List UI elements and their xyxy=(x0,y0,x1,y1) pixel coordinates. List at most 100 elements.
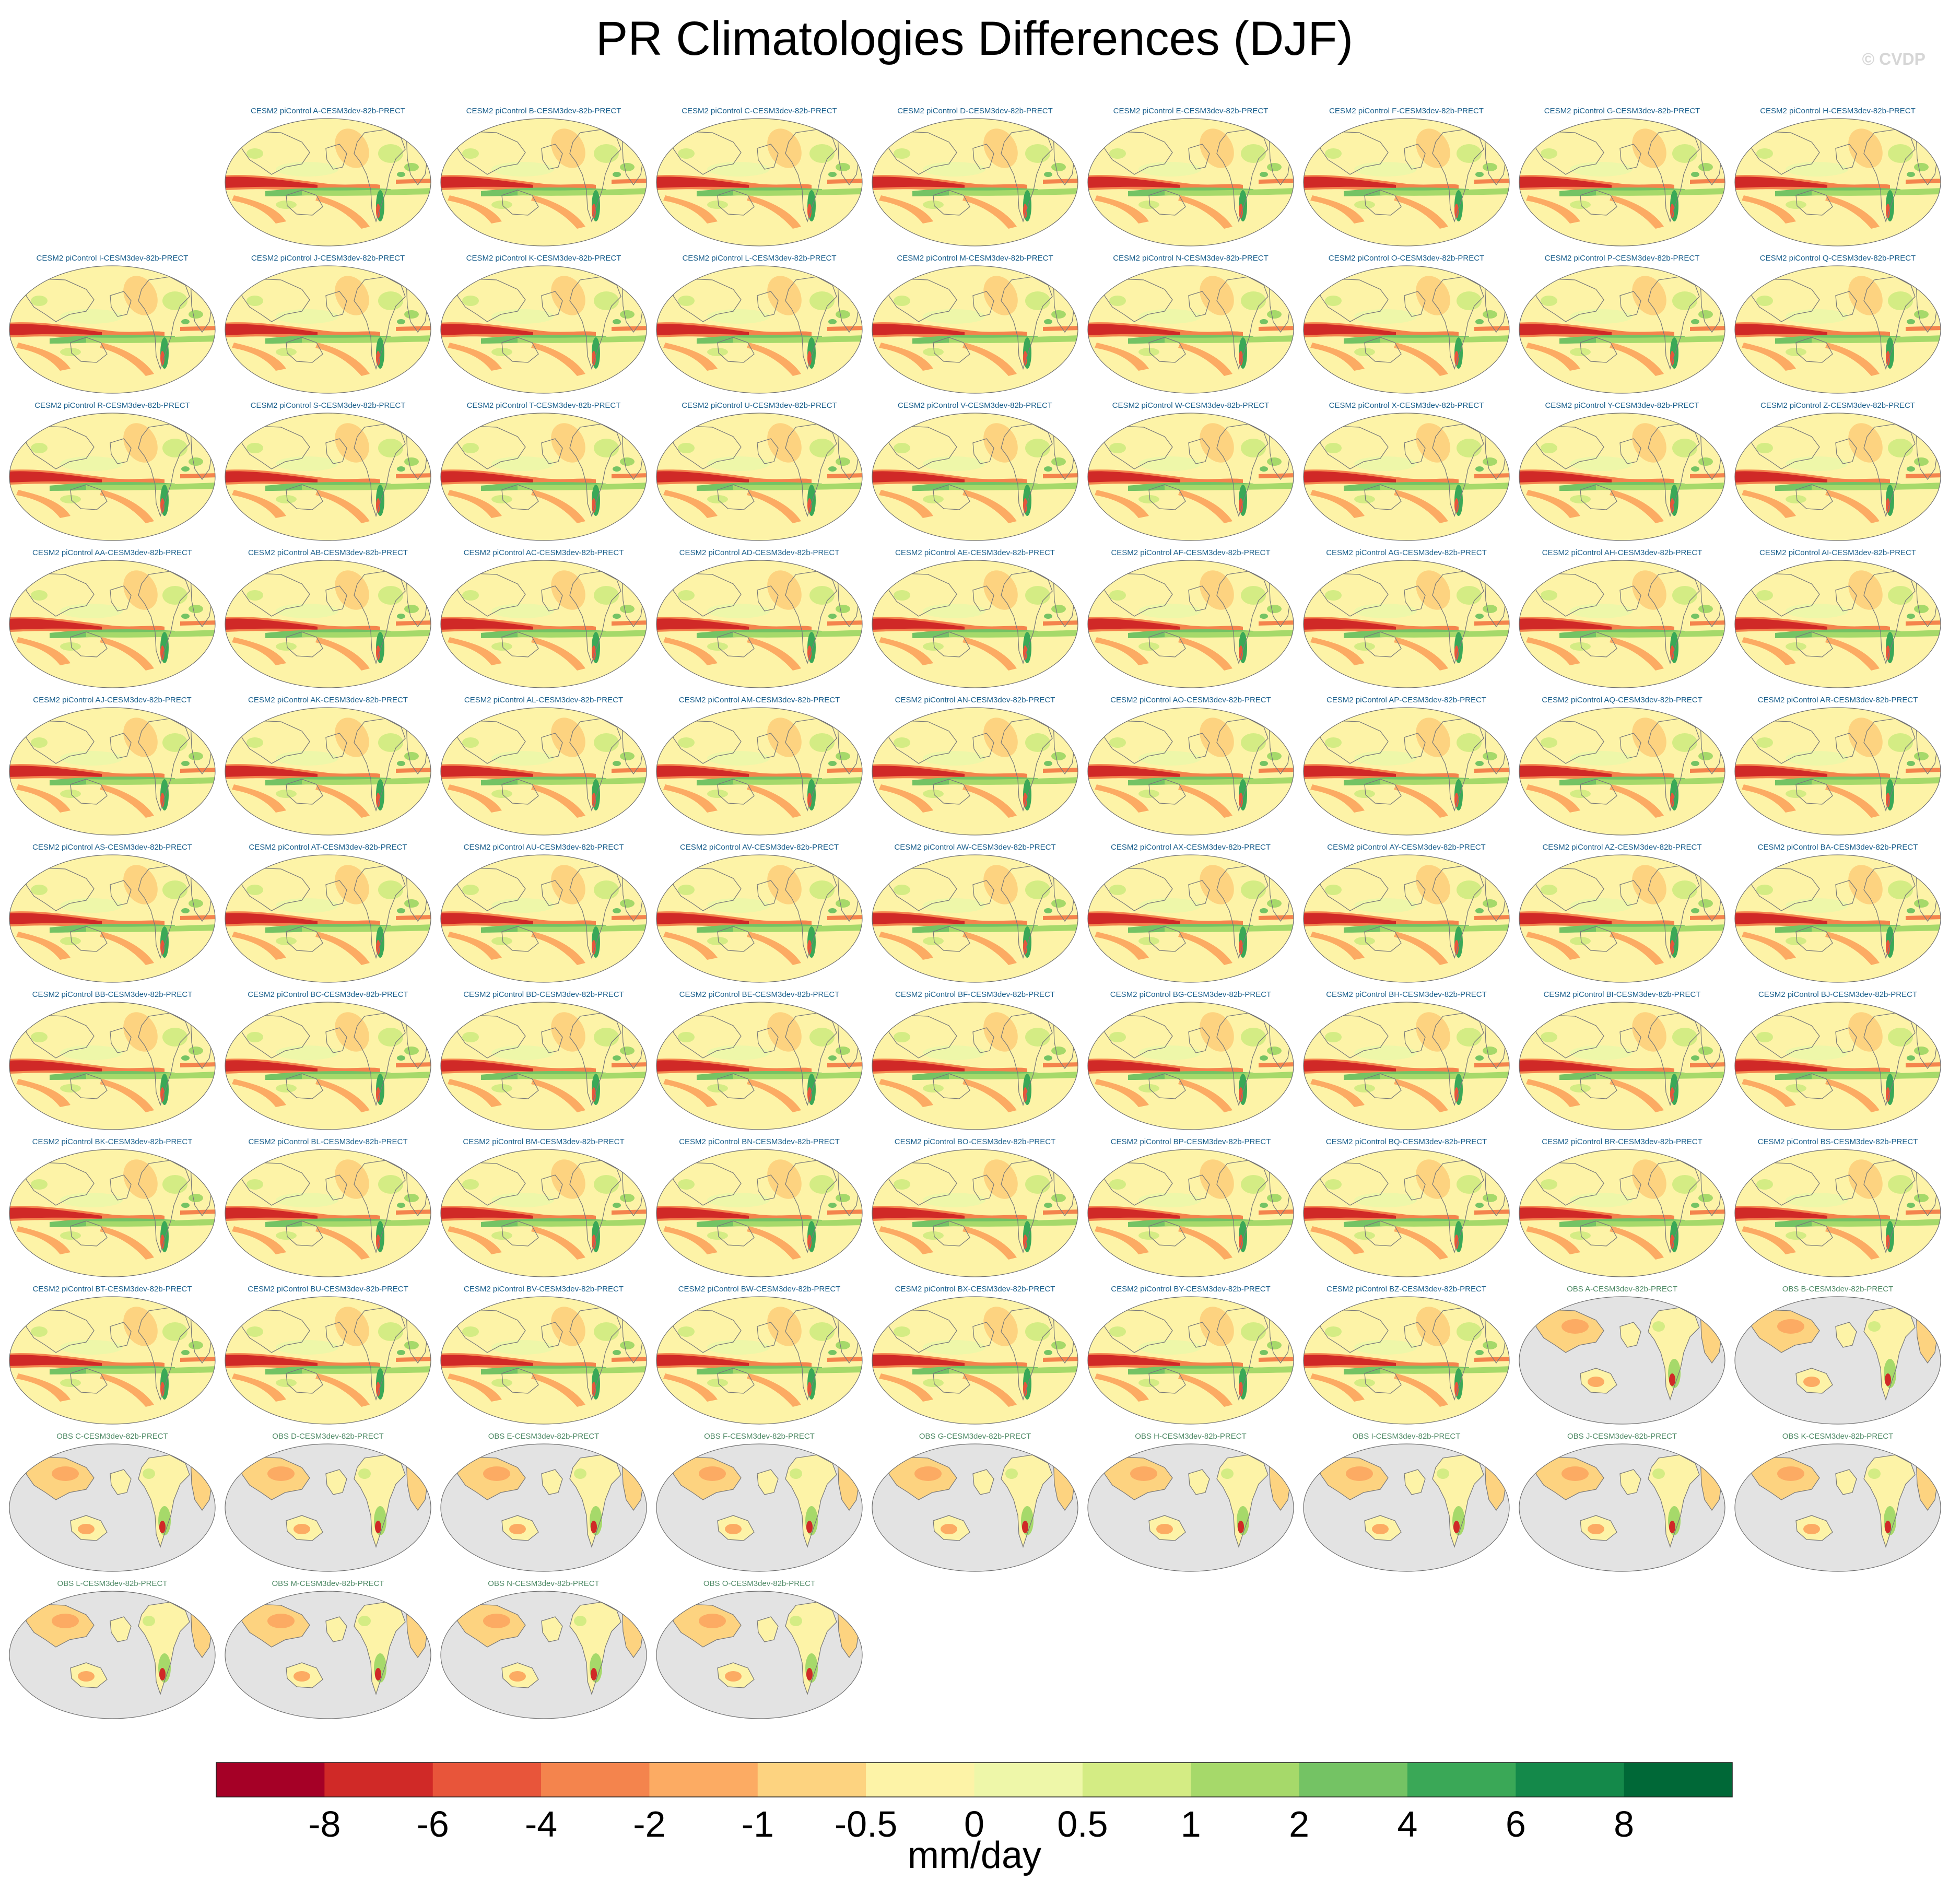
panel-title: OBS L-CESM3dev-82b-PRECT xyxy=(57,1579,168,1588)
panel-title: OBS D-CESM3dev-82b-PRECT xyxy=(272,1432,384,1441)
panel-title: CESM2 piControl AB-CESM3dev-82b-PRECT xyxy=(248,548,408,557)
colorbar-tick-label: 0 xyxy=(964,1804,984,1844)
map-panel: CESM2 piControl X-CESM3dev-82b-PRECT xyxy=(1302,401,1511,543)
map-panel: CESM2 piControl D-CESM3dev-82b-PRECT xyxy=(871,107,1079,249)
map-panel: CESM2 piControl AS-CESM3dev-82b-PRECT xyxy=(8,843,217,985)
map-panel: CESM2 piControl BP-CESM3dev-82b-PRECT xyxy=(1086,1137,1295,1279)
map-panel: CESM2 piControl BV-CESM3dev-82b-PRECT xyxy=(439,1285,648,1427)
map-plot xyxy=(9,560,216,688)
map-plot xyxy=(872,707,1078,836)
map-panel: CESM2 piControl BS-CESM3dev-82b-PRECT xyxy=(1733,1137,1942,1279)
panel-title: CESM2 piControl BH-CESM3dev-82b-PRECT xyxy=(1326,990,1487,999)
map-plot xyxy=(1087,707,1294,836)
map-plot xyxy=(1303,1443,1510,1572)
colorbar-tick-label: 2 xyxy=(1289,1804,1309,1844)
map-panel: CESM2 piControl AZ-CESM3dev-82b-PRECT xyxy=(1518,843,1727,985)
map-panel: CESM2 piControl AF-CESM3dev-82b-PRECT xyxy=(1086,548,1295,690)
map-panel: OBS N-CESM3dev-82b-PRECT xyxy=(439,1579,648,1721)
colorbar-swatch xyxy=(432,1762,542,1797)
map-plot xyxy=(1303,265,1510,394)
map-plot xyxy=(9,1296,216,1425)
panel-title: OBS I-CESM3dev-82b-PRECT xyxy=(1352,1432,1461,1441)
panel-title: CESM2 piControl BX-CESM3dev-82b-PRECT xyxy=(895,1285,1055,1294)
panel-title: CESM2 piControl AR-CESM3dev-82b-PRECT xyxy=(1757,696,1918,704)
colorbar-swatch xyxy=(1624,1762,1733,1797)
colorbar-tick-label: -6 xyxy=(417,1804,449,1844)
map-plot xyxy=(440,413,647,541)
map-panel: OBS L-CESM3dev-82b-PRECT xyxy=(8,1579,217,1721)
panel-title: OBS G-CESM3dev-82b-PRECT xyxy=(919,1432,1031,1441)
panel-title: OBS M-CESM3dev-82b-PRECT xyxy=(272,1579,384,1588)
panel-title: CESM2 piControl AP-CESM3dev-82b-PRECT xyxy=(1326,696,1486,704)
map-plot xyxy=(1734,1443,1941,1572)
panel-title: CESM2 piControl BL-CESM3dev-82b-PRECT xyxy=(248,1137,408,1146)
map-panel: CESM2 piControl BF-CESM3dev-82b-PRECT xyxy=(871,990,1079,1132)
map-plot xyxy=(1519,560,1725,688)
map-panel: OBS O-CESM3dev-82b-PRECT xyxy=(655,1579,864,1721)
map-plot xyxy=(1303,854,1510,983)
map-plot xyxy=(1303,560,1510,688)
map-panel: CESM2 piControl BD-CESM3dev-82b-PRECT xyxy=(439,990,648,1132)
map-panel: OBS D-CESM3dev-82b-PRECT xyxy=(224,1432,432,1574)
map-panel: OBS F-CESM3dev-82b-PRECT xyxy=(655,1432,864,1574)
colorbar-swatch xyxy=(974,1762,1083,1797)
map-panel: CESM2 piControl AH-CESM3dev-82b-PRECT xyxy=(1518,548,1727,690)
map-panel: CESM2 piControl BK-CESM3dev-82b-PRECT xyxy=(8,1137,217,1279)
map-panel: CESM2 piControl Q-CESM3dev-82b-PRECT xyxy=(1733,254,1942,396)
panel-title: CESM2 piControl H-CESM3dev-82b-PRECT xyxy=(1760,107,1916,115)
map-panel: CESM2 piControl AO-CESM3dev-82b-PRECT xyxy=(1086,696,1295,838)
panel-title: CESM2 piControl G-CESM3dev-82b-PRECT xyxy=(1544,107,1700,115)
panel-title: CESM2 piControl AJ-CESM3dev-82b-PRECT xyxy=(33,696,192,704)
map-plot xyxy=(440,560,647,688)
map-plot xyxy=(1303,118,1510,246)
map-plot xyxy=(9,707,216,836)
panel-title: CESM2 piControl AX-CESM3dev-82b-PRECT xyxy=(1111,843,1271,852)
panel-title: CESM2 piControl AF-CESM3dev-82b-PRECT xyxy=(1111,548,1271,557)
map-panel: OBS E-CESM3dev-82b-PRECT xyxy=(439,1432,648,1574)
map-panel: OBS H-CESM3dev-82b-PRECT xyxy=(1086,1432,1295,1574)
map-panel: CESM2 piControl BI-CESM3dev-82b-PRECT xyxy=(1518,990,1727,1132)
map-panel: CESM2 piControl BG-CESM3dev-82b-PRECT xyxy=(1086,990,1295,1132)
panel-title: CESM2 piControl B-CESM3dev-82b-PRECT xyxy=(466,107,621,115)
map-plot xyxy=(1087,854,1294,983)
map-plot xyxy=(225,1591,431,1719)
panel-title: CESM2 piControl AZ-CESM3dev-82b-PRECT xyxy=(1542,843,1702,852)
panel-title: OBS A-CESM3dev-82b-PRECT xyxy=(1567,1285,1677,1294)
map-plot xyxy=(1303,413,1510,541)
map-plot xyxy=(656,1002,863,1130)
map-panel: OBS A-CESM3dev-82b-PRECT xyxy=(1518,1285,1727,1427)
panel-title: CESM2 piControl Z-CESM3dev-82b-PRECT xyxy=(1760,401,1915,410)
map-plot xyxy=(1519,1149,1725,1277)
panel-title: CESM2 piControl BY-CESM3dev-82b-PRECT xyxy=(1111,1285,1271,1294)
map-panel: CESM2 piControl AG-CESM3dev-82b-PRECT xyxy=(1302,548,1511,690)
panel-title: CESM2 piControl BP-CESM3dev-82b-PRECT xyxy=(1110,1137,1271,1146)
panel-title: CESM2 piControl BF-CESM3dev-82b-PRECT xyxy=(895,990,1055,999)
map-plot xyxy=(440,854,647,983)
panel-title: CESM2 piControl AA-CESM3dev-82b-PRECT xyxy=(32,548,192,557)
map-panel: CESM2 piControl AI-CESM3dev-82b-PRECT xyxy=(1733,548,1942,690)
map-panel: CESM2 piControl BL-CESM3dev-82b-PRECT xyxy=(224,1137,432,1279)
map-plot xyxy=(656,1149,863,1277)
panel-title: CESM2 piControl BW-CESM3dev-82b-PRECT xyxy=(678,1285,841,1294)
map-panel: CESM2 piControl Z-CESM3dev-82b-PRECT xyxy=(1733,401,1942,543)
panel-title: CESM2 piControl M-CESM3dev-82b-PRECT xyxy=(897,254,1053,263)
map-plot xyxy=(440,1002,647,1130)
panel-title: CESM2 piControl BE-CESM3dev-82b-PRECT xyxy=(679,990,840,999)
map-panel: CESM2 piControl BW-CESM3dev-82b-PRECT xyxy=(655,1285,864,1427)
colorbar-swatch xyxy=(324,1762,433,1797)
map-plot xyxy=(225,560,431,688)
map-plot xyxy=(872,560,1078,688)
map-panel: OBS J-CESM3dev-82b-PRECT xyxy=(1518,1432,1727,1574)
panel-title: CESM2 piControl AW-CESM3dev-82b-PRECT xyxy=(894,843,1056,852)
panel-title: CESM2 piControl BA-CESM3dev-82b-PRECT xyxy=(1757,843,1918,852)
map-panel: CESM2 piControl AV-CESM3dev-82b-PRECT xyxy=(655,843,864,985)
map-plot xyxy=(225,1149,431,1277)
map-panel: CESM2 piControl U-CESM3dev-82b-PRECT xyxy=(655,401,864,543)
map-plot xyxy=(9,1002,216,1130)
map-panel: CESM2 piControl AJ-CESM3dev-82b-PRECT xyxy=(8,696,217,838)
colorbar-tick-label: -1 xyxy=(742,1804,774,1844)
map-plot xyxy=(1734,707,1941,836)
map-plot xyxy=(225,118,431,246)
map-panel: CESM2 piControl AK-CESM3dev-82b-PRECT xyxy=(224,696,432,838)
copyright-label: © CVDP xyxy=(1862,50,1925,68)
